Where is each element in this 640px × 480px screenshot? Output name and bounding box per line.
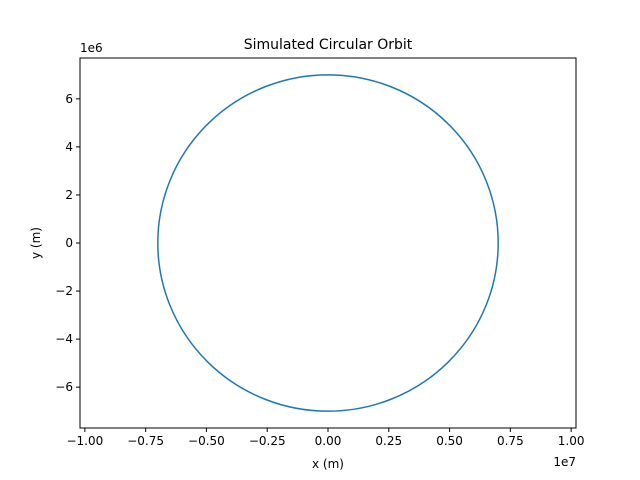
x-axis-label: x (m) (312, 457, 344, 471)
plot-area: −1.00 −0.75 −0.50 −0.25 0.00 0.25 0.50 0.75 1.00… (55, 57, 584, 448)
x-tick-label: 0.75 (497, 434, 524, 448)
y-axis-ticks: −6 −4 −2 0 2 4 6 (55, 92, 80, 394)
y-tick-label: −4 (55, 332, 73, 346)
y-offset-text: 1e6 (80, 41, 103, 55)
axes-frame (79, 57, 577, 429)
y-tick-label: 6 (65, 92, 73, 106)
x-axis-ticks: −1.00 −0.75 −0.50 −0.25 0.00 0.25 0.50 0.75 1.00 (66, 428, 584, 448)
y-tick-label: −2 (55, 284, 73, 298)
x-tick-label: −1.00 (66, 434, 103, 448)
y-tick-label: −6 (55, 380, 73, 394)
y-tick-label: 0 (65, 236, 73, 250)
x-offset-text: 1e7 (553, 455, 576, 469)
x-tick-label: 1.00 (558, 434, 585, 448)
orbit-path-line (157, 74, 499, 412)
x-tick-label: −0.75 (127, 434, 164, 448)
x-tick-label: 0.25 (375, 434, 402, 448)
y-axis-label: y (m) (29, 227, 43, 259)
x-tick-label: −0.50 (188, 434, 225, 448)
chart-title: Simulated Circular Orbit (244, 37, 413, 53)
series-layer (157, 74, 499, 412)
x-tick-label: −0.25 (249, 434, 286, 448)
x-tick-label: 0.00 (315, 434, 342, 448)
y-tick-label: 4 (65, 140, 73, 154)
x-tick-label: 0.50 (436, 434, 463, 448)
y-tick-label: 2 (65, 188, 73, 202)
